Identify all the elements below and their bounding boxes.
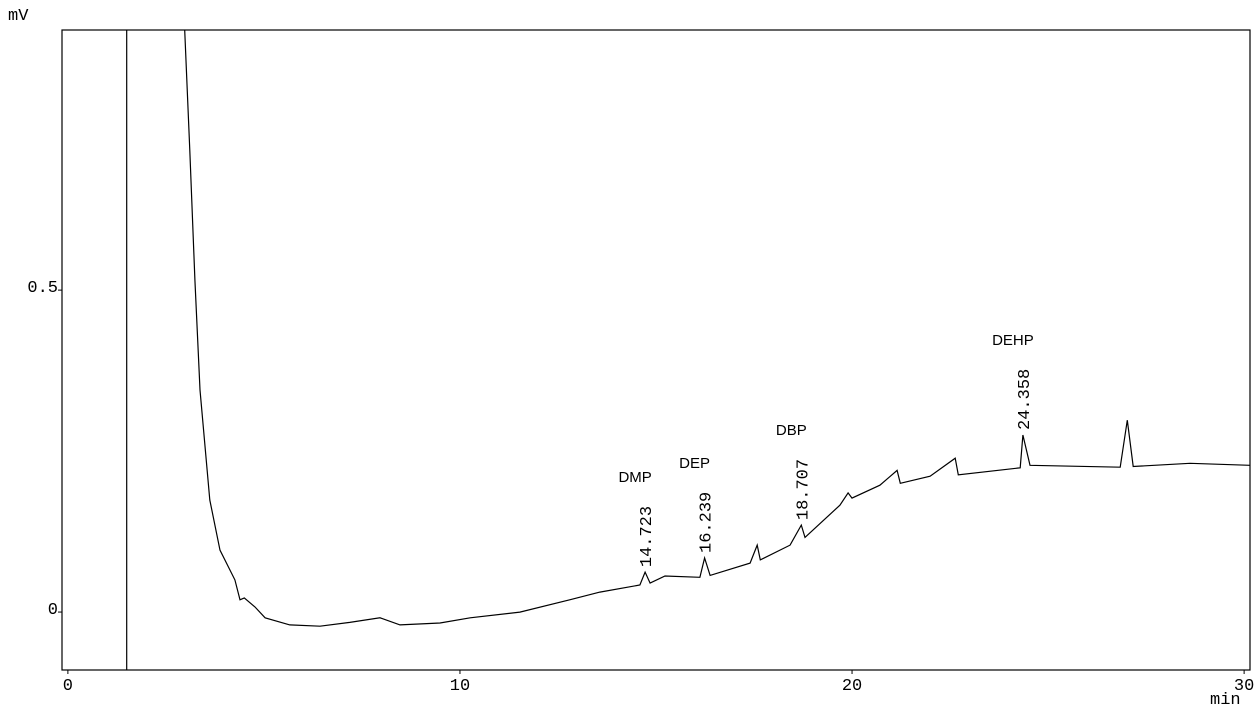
x-axis-label: min [1210, 691, 1241, 708]
peak-name: DEP [679, 455, 710, 472]
y-axis-label: mV [8, 7, 29, 26]
peak-time: 18.707 [794, 459, 813, 520]
peak-time: 16.239 [698, 492, 717, 553]
x-tick-label: 30 [1234, 677, 1254, 696]
plot-frame [61, 29, 1251, 671]
peak-name: DBP [776, 422, 807, 439]
peak-time: 14.723 [638, 506, 657, 567]
x-tick-label: 0 [63, 677, 73, 696]
y-tick-label: 0 [48, 601, 58, 620]
peak-name: DMP [618, 469, 651, 486]
signal-trace [184, 29, 1251, 627]
x-tick-label: 20 [842, 677, 862, 696]
x-tick-label: 10 [450, 677, 470, 696]
peak-name: DEHP [992, 332, 1034, 349]
y-tick-label: 0.5 [27, 279, 58, 298]
peak-time: 24.358 [1016, 369, 1035, 430]
